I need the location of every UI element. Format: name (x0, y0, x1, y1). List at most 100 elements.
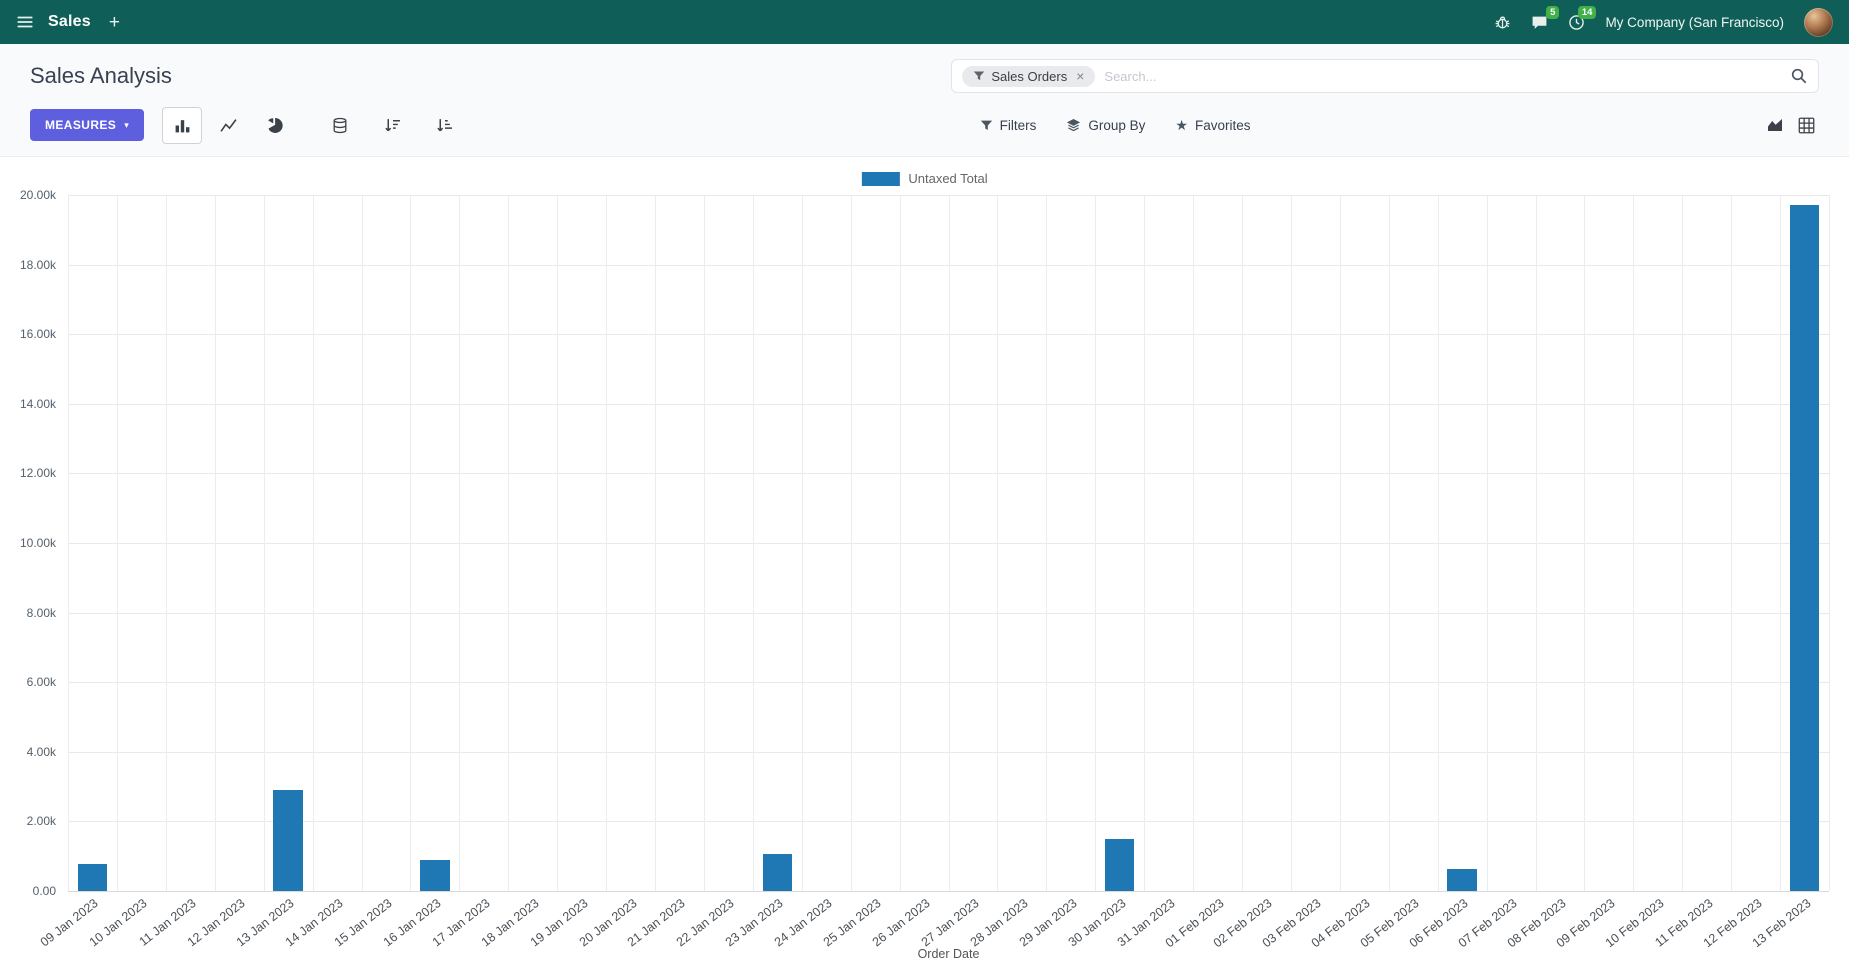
sort-asc-icon (436, 118, 452, 131)
search-bar[interactable]: Sales Orders × (951, 59, 1819, 93)
stacked-icon (333, 117, 347, 133)
v-gridline (1290, 195, 1292, 891)
legend-swatch (861, 171, 900, 186)
y-tick-label: 8.00k (26, 605, 56, 620)
bar-09-jan-2023[interactable] (77, 863, 108, 891)
y-tick-label: 0.00 (32, 884, 56, 898)
v-gridline (1095, 195, 1097, 891)
bar-30-jan-2023[interactable] (1105, 838, 1135, 891)
v-gridline (1437, 195, 1439, 891)
bar-13-feb-2023[interactable] (1789, 205, 1820, 891)
apps-menu-button[interactable] (16, 13, 34, 31)
v-gridline (1584, 195, 1586, 891)
sort-desc-button[interactable] (372, 107, 412, 144)
y-tick-label: 18.00k (19, 257, 56, 272)
v-gridline (459, 195, 461, 891)
new-record-button[interactable]: + (105, 11, 124, 34)
v-gridline (1388, 195, 1390, 891)
hamburger-icon (17, 16, 33, 28)
v-gridline (850, 195, 852, 891)
user-avatar[interactable] (1804, 7, 1833, 37)
search-input[interactable] (1104, 68, 1781, 84)
bar-06-feb-2023[interactable] (1447, 869, 1477, 891)
v-gridline (508, 195, 510, 891)
v-gridline (1731, 195, 1733, 891)
measures-label: MEASURES (45, 118, 117, 132)
h-gridline (68, 891, 1829, 892)
v-gridline (1046, 195, 1048, 891)
v-gridline (116, 195, 118, 891)
filters-menu[interactable]: Filters (965, 112, 1052, 139)
chat-icon (1533, 16, 1547, 29)
v-gridline (214, 195, 216, 891)
v-gridline (1193, 195, 1195, 891)
graph-view-button[interactable] (1766, 117, 1784, 133)
v-gridline (1339, 195, 1341, 891)
bar-chart-icon (175, 119, 190, 132)
search-options: Filters Group By ★ Favorites (965, 112, 1266, 139)
debug-button[interactable] (1494, 14, 1511, 31)
page-title: Sales Analysis (30, 63, 172, 88)
bar-23-jan-2023[interactable] (762, 854, 792, 891)
v-gridline (557, 195, 559, 891)
y-tick-label: 12.00k (19, 466, 56, 481)
favorites-menu[interactable]: ★ Favorites (1160, 112, 1265, 139)
activities-badge: 14 (1577, 5, 1597, 19)
group-by-menu[interactable]: Group By (1051, 112, 1160, 139)
top-navbar: Sales + 5 14 My Company (San Francisco) (0, 0, 1849, 44)
navbar-systray: 5 14 My Company (San Francisco) (1494, 5, 1833, 37)
y-tick-label: 10.00k (19, 536, 56, 550)
pivot-view-button[interactable] (1798, 117, 1815, 134)
messages-badge: 5 (1546, 5, 1560, 19)
facet-remove-button[interactable]: × (1076, 68, 1085, 84)
pie-chart-icon (267, 117, 283, 133)
messages-button[interactable]: 5 (1531, 5, 1560, 31)
v-gridline (361, 195, 363, 891)
v-gridline (1682, 195, 1684, 891)
v-gridline (703, 195, 705, 891)
bar-13-jan-2023[interactable] (273, 790, 303, 891)
group-by-label: Group By (1088, 117, 1146, 133)
view-switcher (1766, 117, 1815, 134)
v-gridline (1780, 195, 1782, 891)
sort-asc-button[interactable] (424, 107, 464, 144)
x-axis-title: Order Date (917, 947, 980, 958)
v-gridline (165, 195, 167, 891)
stacked-toggle-button[interactable] (320, 107, 360, 144)
company-switcher[interactable]: My Company (San Francisco) (1605, 14, 1784, 30)
v-gridline (997, 195, 999, 891)
measures-button[interactable]: MEASURES ▾ (30, 109, 145, 141)
v-gridline (1633, 195, 1635, 891)
y-tick-label: 2.00k (26, 814, 56, 829)
bar-chart-button[interactable] (162, 106, 203, 144)
v-gridline (1144, 195, 1146, 891)
caret-down-icon: ▾ (124, 119, 130, 130)
y-axis: 0.00 2.00k 4.00k 6.00k 8.00k 10.00k 12.00k 14.0… (0, 188, 62, 898)
legend-label: Untaxed Total (908, 171, 988, 186)
sort-desc-icon (384, 118, 400, 131)
bar-16-jan-2023[interactable] (420, 859, 450, 891)
v-gridline (410, 195, 412, 891)
activities-button[interactable]: 14 (1568, 5, 1597, 31)
layers-icon (1067, 118, 1081, 131)
v-gridline (263, 195, 265, 891)
v-gridline (1829, 195, 1830, 891)
pie-chart-button[interactable] (254, 107, 294, 144)
y-tick-label: 6.00k (26, 675, 56, 690)
v-gridline (68, 195, 69, 891)
search-icon[interactable] (1790, 67, 1808, 85)
v-gridline (1535, 195, 1537, 891)
v-gridline (606, 195, 608, 891)
v-gridline (899, 195, 901, 891)
chart-legend[interactable]: Untaxed Total (861, 171, 988, 186)
v-gridline (1486, 195, 1488, 891)
plot-area (68, 195, 1830, 892)
search-facet[interactable]: Sales Orders × (962, 65, 1096, 87)
chart-type-switcher (162, 106, 294, 144)
line-chart-icon (220, 118, 237, 132)
area-chart-icon (1768, 119, 1783, 131)
app-name[interactable]: Sales (48, 13, 91, 30)
v-gridline (1242, 195, 1243, 891)
v-gridline (752, 195, 754, 891)
line-chart-button[interactable] (208, 107, 248, 144)
